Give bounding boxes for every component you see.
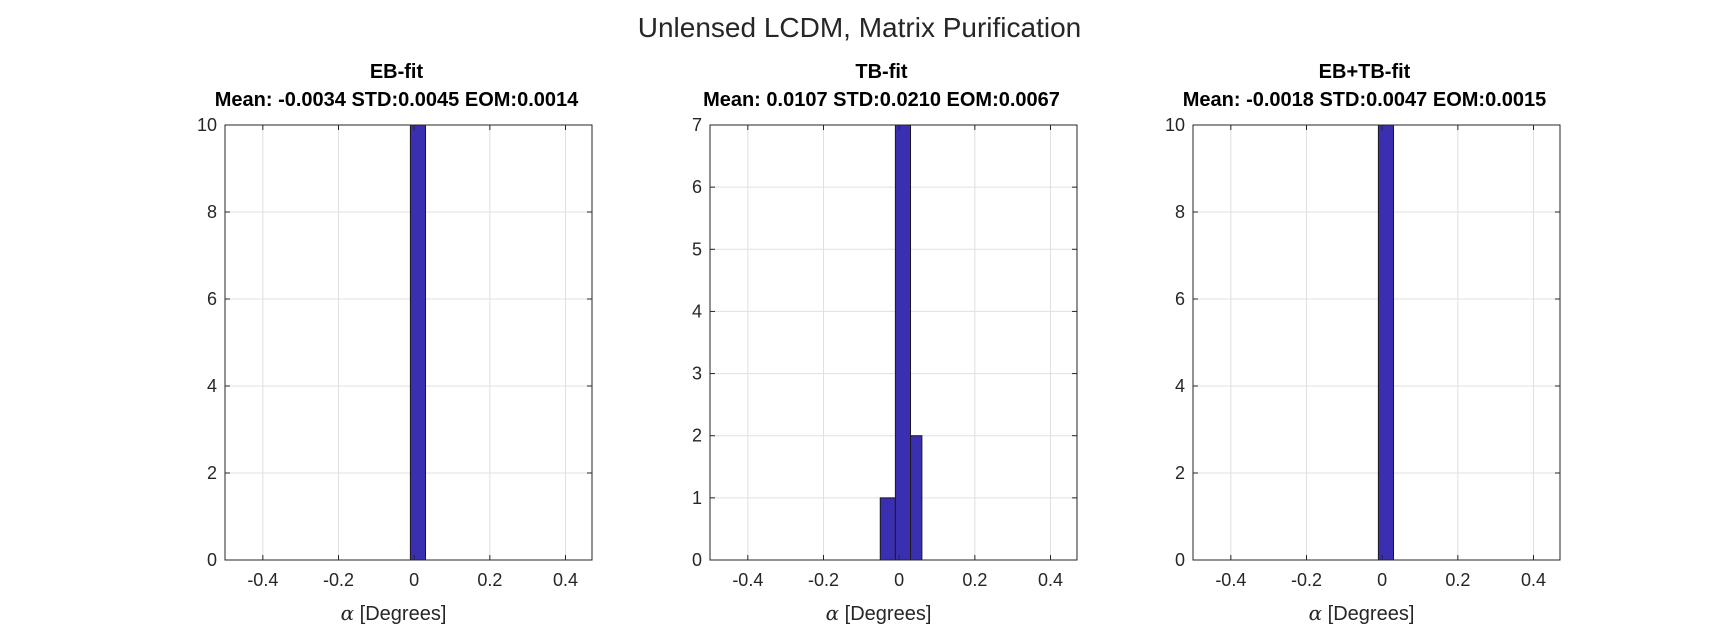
y-tick-label: 8 (207, 202, 217, 222)
x-axis-label-symbol: α (826, 601, 840, 625)
axes-subtitle: Mean: 0.0107 STD:0.0210 EOM:0.0067 (703, 89, 1060, 111)
histogram-bar (894, 124, 912, 561)
axes-title: EB+TB-fit (1319, 61, 1411, 83)
x-tick-label: -0.4 (1215, 570, 1246, 590)
x-axis-label: α [Degrees] (341, 601, 447, 625)
x-tick-label: -0.2 (808, 570, 839, 590)
x-axis-label-text: [Degrees] (1322, 603, 1414, 625)
y-tick-label: 1 (692, 488, 702, 508)
figure-title: Unlensed LCDM, Matrix Purification (637, 12, 1082, 43)
x-tick-label: -0.2 (1291, 570, 1322, 590)
y-tick-label: 2 (692, 426, 702, 446)
y-tick-label: 5 (692, 239, 702, 259)
x-tick-label: 0 (1377, 570, 1387, 590)
y-tick-label: 0 (692, 550, 702, 570)
x-axis-label-symbol: α (1309, 601, 1323, 625)
x-tick-label: 0.2 (477, 570, 502, 590)
y-tick-label: 6 (692, 177, 702, 197)
x-tick-label: -0.2 (323, 570, 354, 590)
x-tick-label: 0 (894, 570, 904, 590)
y-tick-label: 2 (1175, 463, 1185, 483)
histogram-bar (879, 497, 896, 561)
panel-tb-fit: TB-fit Mean: 0.0107 STD:0.0210 EOM:0.0067… (692, 61, 1078, 625)
x-tick-label: 0.4 (553, 570, 578, 590)
y-tick-label: 0 (1175, 550, 1185, 570)
y-tick-label: 3 (692, 364, 702, 384)
axes-subtitle: Mean: -0.0018 STD:0.0047 EOM:0.0015 (1183, 89, 1547, 111)
panel-eb-fit: EB-fit Mean: -0.0034 STD:0.0045 EOM:0.001… (197, 61, 593, 625)
x-tick-label: -0.4 (247, 570, 278, 590)
y-tick-label: 8 (1175, 202, 1185, 222)
y-tick-label: 0 (207, 550, 217, 570)
y-tick-label: 10 (1165, 115, 1185, 135)
histogram-bar (409, 124, 427, 561)
x-axis-label-symbol: α (341, 601, 355, 625)
x-axis-label: α [Degrees] (826, 601, 932, 625)
histogram-bar (910, 435, 923, 561)
x-axis-label-text: [Degrees] (839, 603, 931, 625)
y-tick-label: 6 (207, 289, 217, 309)
axes-box (224, 124, 593, 561)
x-tick-label: 0.2 (962, 570, 987, 590)
axes-title: TB-fit (855, 61, 908, 83)
histogram-bar (1377, 124, 1395, 561)
y-tick-label: 4 (1175, 376, 1185, 396)
axes-box (709, 124, 1078, 561)
x-axis-label: α [Degrees] (1309, 601, 1415, 625)
axes-title: EB-fit (370, 61, 424, 83)
x-axis-label-text: [Degrees] (354, 603, 446, 625)
y-tick-label: 4 (207, 376, 217, 396)
x-tick-label: 0.2 (1445, 570, 1470, 590)
axes-box (1192, 124, 1561, 561)
x-tick-label: 0.4 (1521, 570, 1546, 590)
x-tick-label: 0 (409, 570, 419, 590)
x-tick-label: -0.4 (732, 570, 763, 590)
panel-ebtb-fit: EB+TB-fit Mean: -0.0018 STD:0.0047 EOM:0.… (1165, 61, 1561, 625)
y-tick-label: 6 (1175, 289, 1185, 309)
y-tick-label: 4 (692, 301, 702, 321)
y-tick-label: 7 (692, 115, 702, 135)
y-tick-label: 10 (197, 115, 217, 135)
y-tick-label: 2 (207, 463, 217, 483)
axes-subtitle: Mean: -0.0034 STD:0.0045 EOM:0.0014 (215, 89, 579, 111)
x-tick-label: 0.4 (1038, 570, 1063, 590)
